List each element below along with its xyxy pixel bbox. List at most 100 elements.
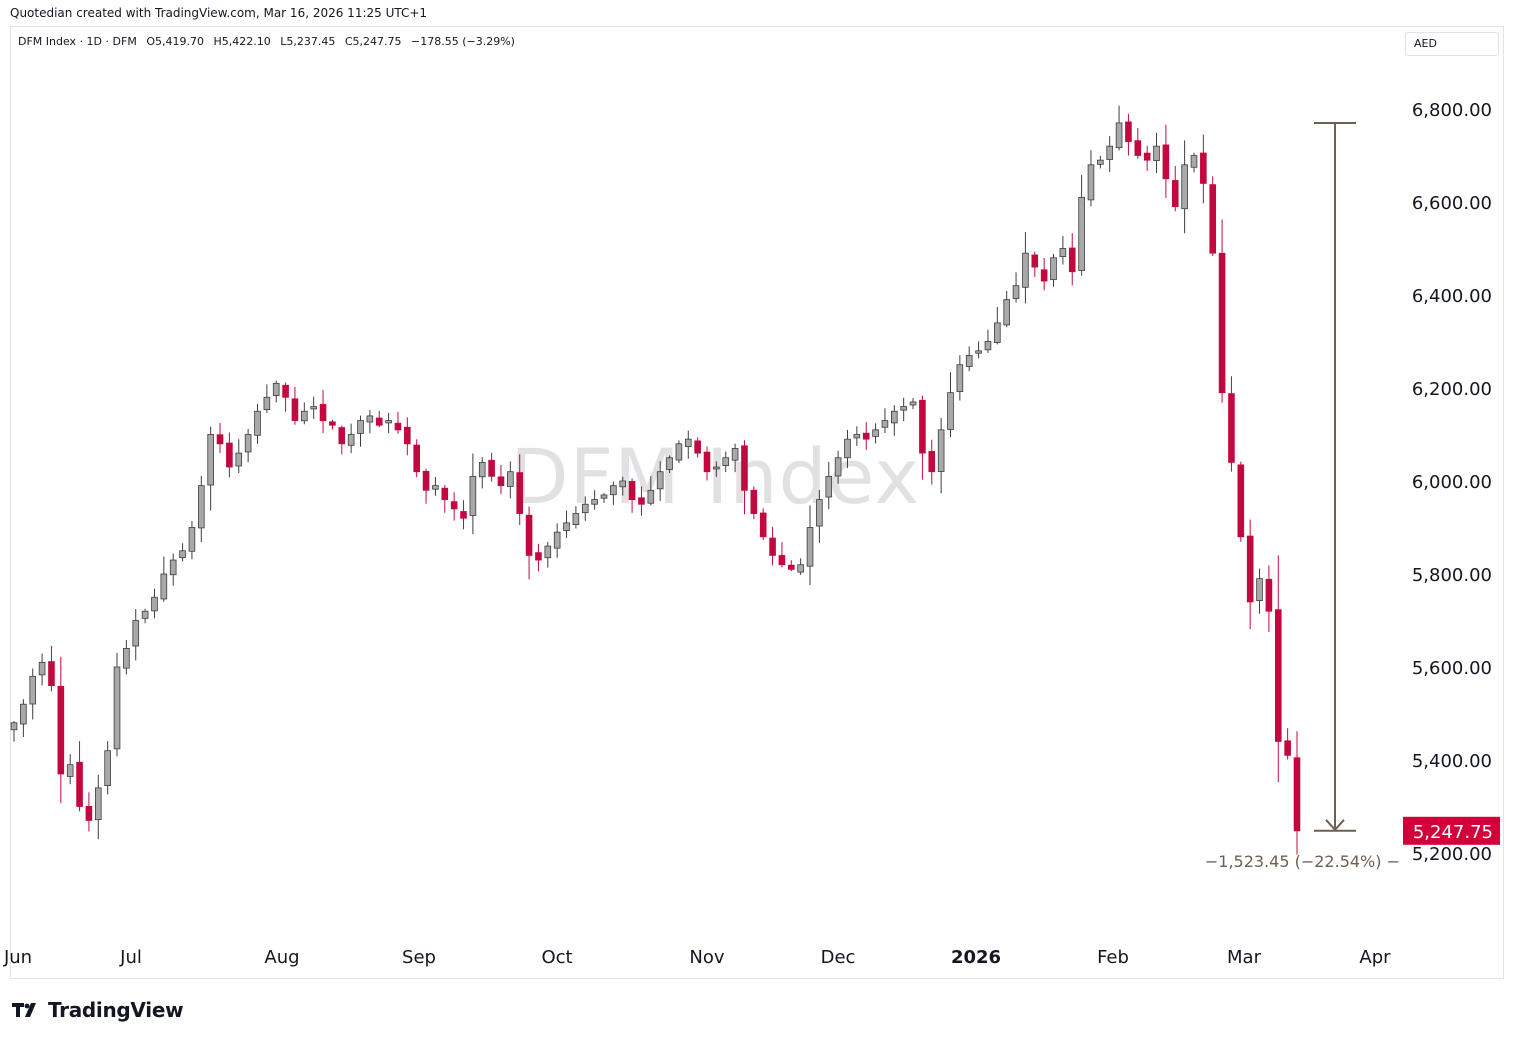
candle-body bbox=[123, 648, 130, 669]
legend-close: C5,247.75 bbox=[344, 35, 402, 48]
candle-body bbox=[48, 661, 55, 687]
candle-body bbox=[254, 410, 261, 436]
candle-body bbox=[975, 350, 982, 354]
candle bbox=[684, 430, 692, 459]
candle-body bbox=[329, 421, 336, 426]
candle bbox=[984, 329, 992, 353]
y-tick-label: 6,600.00 bbox=[1412, 193, 1492, 214]
y-tick-label: 5,400.00 bbox=[1412, 751, 1492, 772]
y-tick-label: 6,400.00 bbox=[1412, 286, 1492, 307]
candle bbox=[937, 417, 945, 494]
y-tick-label: 6,800.00 bbox=[1412, 100, 1492, 121]
candle bbox=[1293, 731, 1301, 855]
candle bbox=[450, 492, 458, 521]
candle bbox=[591, 490, 598, 510]
candle bbox=[188, 520, 196, 560]
x-tick-label: Mar bbox=[1227, 947, 1262, 968]
x-tick-label: Dec bbox=[821, 947, 856, 968]
candle bbox=[460, 500, 467, 530]
candle bbox=[1190, 152, 1198, 173]
candle bbox=[441, 485, 449, 513]
candle bbox=[10, 720, 18, 742]
candle-body bbox=[844, 438, 851, 459]
tradingview-logo[interactable]: TradingView bbox=[12, 997, 184, 1023]
candle bbox=[619, 476, 627, 496]
last-price-badge bbox=[1403, 816, 1500, 845]
candle bbox=[1237, 461, 1245, 542]
candle bbox=[675, 440, 683, 464]
candle-body bbox=[535, 552, 542, 561]
candle-body bbox=[1031, 254, 1039, 268]
candle bbox=[1209, 176, 1217, 256]
candle-body bbox=[1237, 464, 1245, 538]
candle-body bbox=[900, 406, 907, 411]
candle-body bbox=[104, 750, 111, 787]
candle-body bbox=[816, 499, 823, 527]
candle bbox=[488, 452, 495, 482]
candle-body bbox=[984, 341, 992, 351]
candle bbox=[366, 410, 374, 434]
candle-body bbox=[29, 675, 37, 705]
candle-body bbox=[1293, 757, 1301, 832]
legend-low: L5,237.45 bbox=[280, 35, 336, 48]
x-tick-label: Nov bbox=[689, 947, 724, 968]
candle bbox=[1115, 105, 1123, 151]
candle bbox=[722, 451, 730, 472]
candle bbox=[759, 508, 767, 540]
candle-body bbox=[1181, 164, 1188, 210]
candle bbox=[197, 476, 205, 543]
candle bbox=[1050, 253, 1057, 287]
candle-body bbox=[750, 489, 758, 514]
candle-body bbox=[1078, 196, 1085, 271]
candle bbox=[1274, 555, 1282, 783]
candle bbox=[891, 405, 898, 436]
candle bbox=[1087, 150, 1095, 207]
candle-body bbox=[797, 564, 804, 573]
currency-selector[interactable]: AED bbox=[1405, 32, 1499, 56]
candle-body bbox=[591, 499, 598, 505]
candle-body bbox=[656, 471, 664, 490]
candle-body bbox=[965, 355, 973, 367]
candle-body bbox=[450, 501, 458, 510]
candle-body bbox=[638, 497, 645, 505]
candle bbox=[600, 492, 608, 503]
candle bbox=[581, 496, 589, 521]
candle-body bbox=[1012, 285, 1020, 299]
candle-body bbox=[1228, 393, 1235, 463]
candle-body bbox=[1125, 121, 1132, 142]
candle bbox=[66, 754, 74, 785]
candle bbox=[1143, 145, 1151, 171]
candle-body bbox=[1106, 145, 1114, 160]
candle-body bbox=[1059, 248, 1067, 258]
candle-body bbox=[497, 476, 505, 487]
candle-body bbox=[1265, 578, 1273, 612]
candle bbox=[713, 461, 720, 477]
legend-open: O5,419.70 bbox=[146, 35, 204, 48]
candle-body bbox=[441, 487, 449, 500]
legend-symbol[interactable]: DFM Index · 1D · DFM bbox=[18, 35, 137, 48]
candle bbox=[741, 440, 748, 515]
candle bbox=[1200, 134, 1207, 204]
candle-body bbox=[141, 610, 149, 619]
candle-body bbox=[703, 451, 711, 473]
candle-body bbox=[1256, 578, 1263, 602]
candle-body bbox=[1115, 122, 1123, 149]
candle-body bbox=[1143, 152, 1151, 161]
candle bbox=[694, 437, 701, 458]
candle-body bbox=[769, 537, 776, 556]
candle-body bbox=[282, 384, 289, 398]
candle bbox=[900, 397, 907, 422]
candle-body bbox=[928, 451, 936, 473]
candle-body bbox=[572, 513, 580, 525]
x-tick-label: Jun bbox=[3, 947, 32, 968]
candle-body bbox=[20, 703, 27, 725]
candle-body bbox=[469, 475, 477, 516]
candle bbox=[844, 429, 851, 469]
candle-body bbox=[197, 485, 205, 529]
candle-body bbox=[76, 761, 83, 807]
candle-body bbox=[684, 438, 692, 447]
chart-credit: Quotedian created with TradingView.com, … bbox=[10, 6, 428, 20]
chart-pane[interactable] bbox=[10, 26, 1504, 979]
candle-body bbox=[1040, 269, 1048, 282]
